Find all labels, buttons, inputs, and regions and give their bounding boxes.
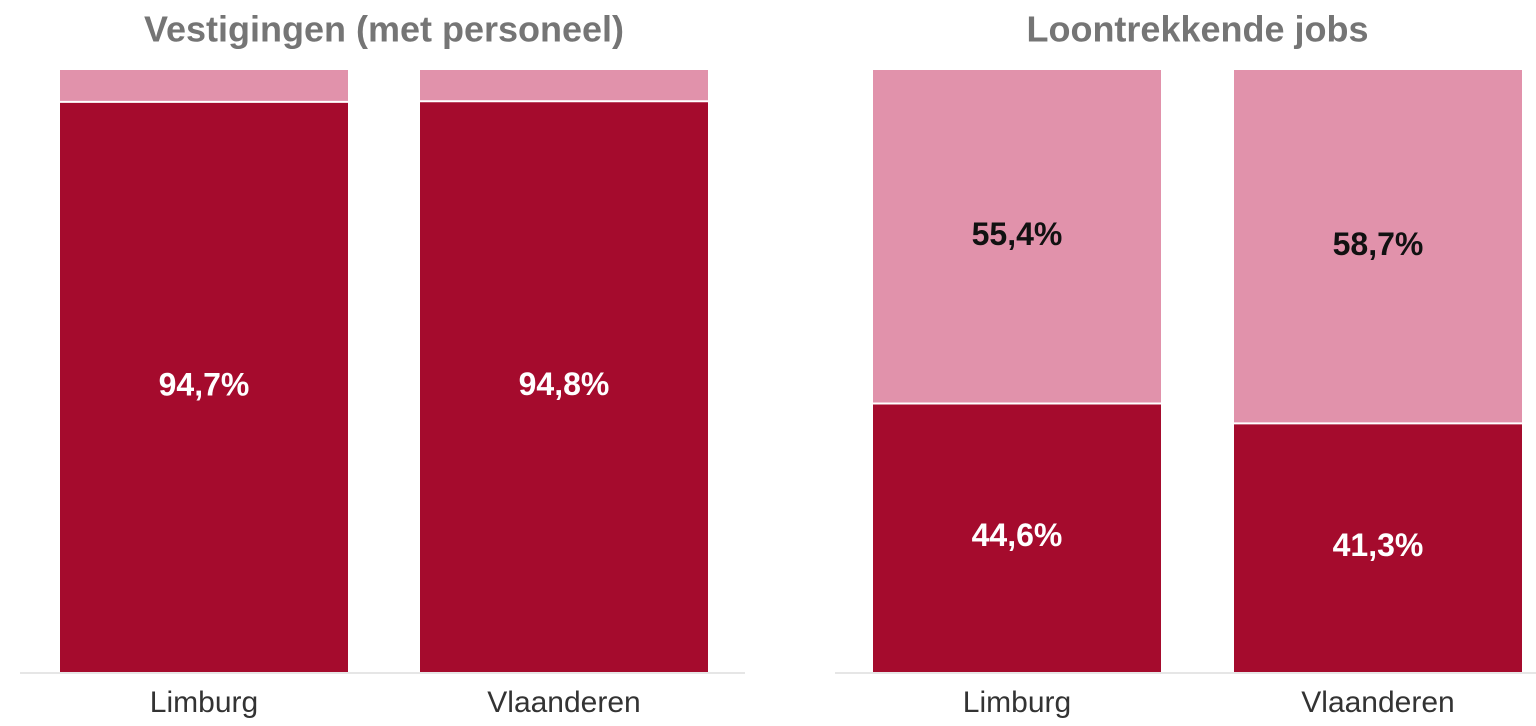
value-label: 94,8% — [519, 366, 610, 402]
value-label: 41,3% — [1333, 527, 1424, 563]
bar-segment — [873, 70, 1161, 404]
chart-title: Vestigingen (met personeel) — [144, 9, 624, 50]
value-label: 58,7% — [1333, 226, 1424, 262]
value-label: 55,4% — [972, 216, 1063, 252]
x-tick-label: Limburg — [150, 686, 258, 719]
bar-segment — [420, 101, 708, 672]
bar-segment — [420, 70, 708, 102]
bar-segment — [60, 101, 348, 672]
bar-segment — [1234, 70, 1522, 424]
bar-segment — [1234, 423, 1522, 672]
bar-segment — [60, 70, 348, 102]
x-tick-label: Vlaanderen — [1301, 686, 1454, 719]
value-label: 94,7% — [159, 366, 250, 402]
chart-title: Loontrekkende jobs — [1026, 9, 1368, 50]
bar-segment — [873, 403, 1161, 672]
x-tick-label: Limburg — [963, 686, 1071, 719]
x-tick-label: Vlaanderen — [487, 686, 640, 719]
value-label: 44,6% — [972, 517, 1063, 553]
